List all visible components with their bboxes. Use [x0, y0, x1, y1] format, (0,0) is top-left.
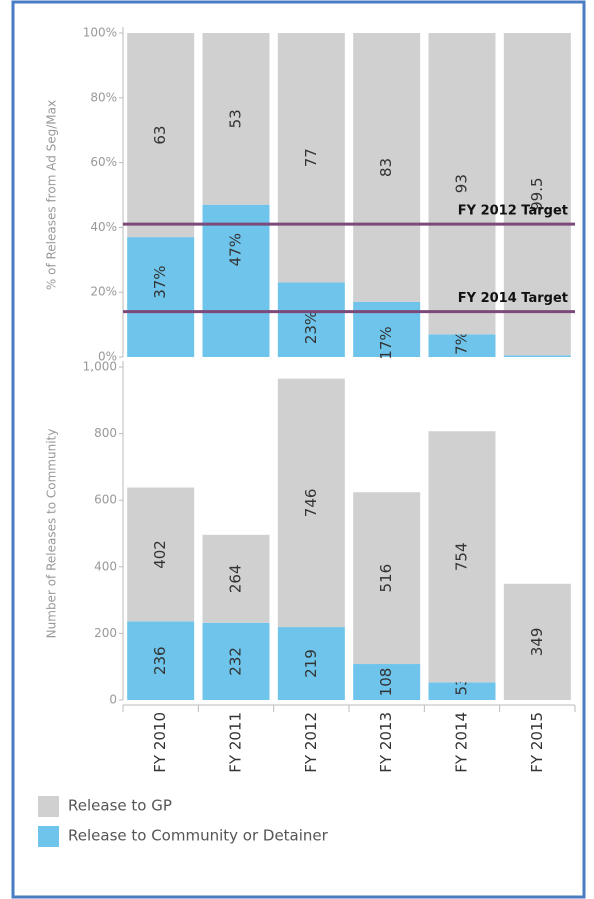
- x-tick-label: FY 2011: [227, 712, 245, 773]
- data-label: 746: [302, 489, 320, 518]
- data-label: 236: [151, 646, 169, 675]
- y-tick-label: 80%: [90, 90, 117, 104]
- x-tick-label: FY 2014: [453, 712, 471, 773]
- bar-segment: [277, 33, 345, 283]
- data-label: 516: [377, 564, 395, 593]
- x-tick-label: FY 2012: [302, 712, 320, 773]
- data-label: 47%: [227, 233, 245, 266]
- data-label: 17%: [377, 326, 395, 359]
- y-axis-title: % of Releases from Ad Seg/Max: [45, 100, 59, 290]
- y-tick-label: 600: [94, 493, 117, 507]
- bar-segment: [503, 583, 571, 700]
- bar-segment: [277, 627, 345, 700]
- y-tick-label: 400: [94, 559, 117, 573]
- data-label: 232: [227, 647, 245, 676]
- bar-segment: [127, 621, 195, 700]
- data-label: 77: [302, 148, 320, 167]
- bar-segment: [277, 378, 345, 628]
- legend-swatch: [38, 826, 59, 847]
- bar-segment: [202, 622, 270, 700]
- x-tick-label: FY 2015: [528, 712, 546, 773]
- data-label: 53: [227, 109, 245, 128]
- bar-segment: [353, 492, 421, 665]
- bar-segment: [202, 33, 270, 205]
- y-axis-title: Number of Releases to Community: [45, 429, 59, 639]
- data-label: 754: [453, 542, 471, 571]
- bar-segment: [353, 664, 421, 700]
- bar-segment: [127, 33, 195, 238]
- x-tick-label: FY 2010: [151, 712, 169, 773]
- data-label: 63: [151, 126, 169, 145]
- legend-label: Release to Community or Detainer: [68, 827, 329, 845]
- target-label: FY 2012 Target: [458, 204, 568, 219]
- data-label: 402: [151, 540, 169, 569]
- data-label: 349: [528, 628, 546, 657]
- y-tick-label: 0: [109, 693, 117, 707]
- data-label: 264: [227, 564, 245, 593]
- data-label: 83: [377, 158, 395, 177]
- bar-segment: [202, 204, 270, 357]
- data-label: 37%: [151, 265, 169, 298]
- data-label: 108: [377, 668, 395, 697]
- y-tick-label: 100%: [83, 26, 117, 40]
- data-label: 7%: [453, 331, 471, 355]
- x-tick-label: FY 2013: [377, 712, 395, 773]
- bar-segment: [353, 33, 421, 302]
- legend-label: Release to GP: [68, 797, 172, 815]
- bar-segment: [277, 282, 345, 357]
- y-tick-label: 40%: [90, 220, 117, 234]
- y-tick-label: 0%: [98, 350, 117, 364]
- y-tick-label: 200: [94, 626, 117, 640]
- legend-swatch: [38, 796, 59, 817]
- data-label: 219: [302, 649, 320, 678]
- bar-segment: [127, 487, 195, 622]
- y-tick-label: 1,000: [83, 360, 117, 374]
- y-tick-label: 20%: [90, 285, 117, 299]
- data-label: 99.5: [528, 177, 546, 210]
- data-label: 93: [453, 174, 471, 193]
- y-tick-label: 800: [94, 426, 117, 440]
- bar-segment: [127, 237, 195, 357]
- y-tick-label: 60%: [90, 155, 117, 169]
- bar-segment: [428, 33, 496, 335]
- bar-segment: [503, 33, 571, 356]
- data-label: 23%: [302, 311, 320, 344]
- target-label: FY 2014 Target: [458, 291, 568, 306]
- bar-segment: [428, 431, 496, 683]
- bar-segment: [428, 334, 496, 357]
- bar-segment: [503, 355, 571, 357]
- bar-segment: [428, 682, 496, 700]
- bar-segment: [202, 534, 270, 623]
